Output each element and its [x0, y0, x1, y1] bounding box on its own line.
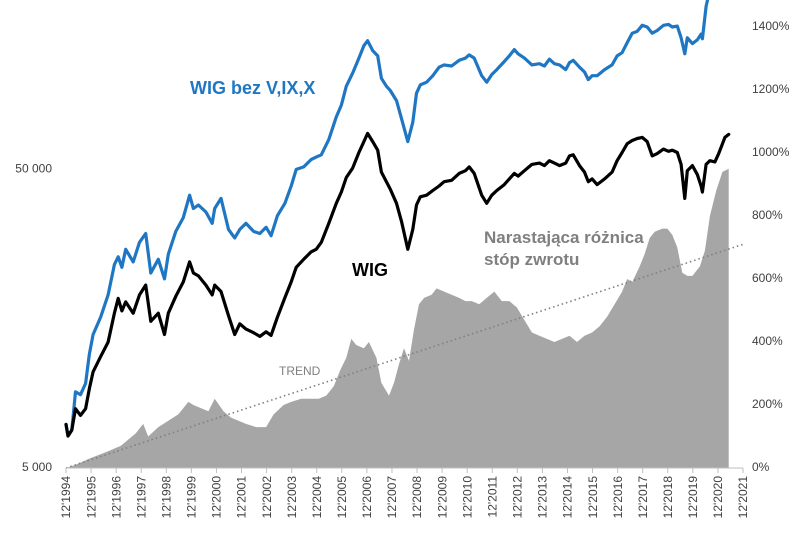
x-tick-label: 12'2008	[410, 476, 424, 519]
x-tick-label: 12'2019	[686, 476, 700, 519]
annotation-wig: WIG	[352, 260, 388, 280]
x-tick-label: 12'2016	[611, 476, 625, 519]
series-trend-line	[65, 243, 744, 469]
x-tick-label: 12'1994	[59, 476, 73, 519]
x-tick-label: 12'2015	[586, 476, 600, 519]
x-tick-label: 12'1996	[109, 476, 123, 519]
x-tick-label: 12'2017	[636, 476, 650, 519]
x-tick-label: 12'1999	[185, 476, 199, 519]
trend-line-layer	[65, 243, 744, 469]
right-axis-tick-label: 400%	[752, 334, 783, 348]
difference-area-layer	[66, 168, 729, 469]
x-tick-label: 12'2005	[335, 476, 349, 519]
right-axis-tick-label: 200%	[752, 397, 783, 411]
x-tick-label: 12'2003	[285, 476, 299, 519]
annotations-layer: WIG bez V,IX,X WIG Narastająca różnica s…	[190, 78, 644, 378]
x-tick-label: 12'2002	[260, 476, 274, 519]
annotation-wig-bez: WIG bez V,IX,X	[190, 78, 315, 98]
x-tick-label: 12'2006	[360, 476, 374, 519]
left-axis-tick-label: 5 000	[22, 460, 52, 474]
annotation-diff-line-1: Narastająca różnica	[484, 228, 644, 247]
right-axis-tick-label: 800%	[752, 208, 783, 222]
right-axis-tick-label: 0%	[752, 460, 770, 474]
x-tick-label: 12'1998	[159, 476, 173, 519]
x-tick-label: 12'2000	[210, 476, 224, 519]
right-axis-tick-label: 1000%	[752, 145, 790, 159]
axes-layer: 12'1994 12'1995 12'1996 12'1997 12'1998 12'19…	[15, 19, 789, 518]
annotation-trend: TREND	[279, 364, 321, 378]
x-tick-label: 12'2011	[485, 476, 499, 518]
right-axis-tick-label: 1400%	[752, 19, 790, 33]
right-axis-tick-label: 1200%	[752, 82, 790, 96]
x-tick-label: 12'2004	[310, 476, 324, 519]
x-tick-label: 12'2001	[235, 476, 249, 519]
x-tick-label: 12'2020	[711, 476, 725, 519]
index-lines-layer	[64, 0, 731, 438]
x-tick-label: 12'2018	[661, 476, 675, 519]
x-tick-label: 12'1995	[84, 476, 98, 519]
series-wig-bez-v-ix-x-line	[64, 0, 710, 438]
x-tick-label: 12'2021	[736, 476, 750, 519]
x-tick-label: 12'2010	[460, 476, 474, 519]
series-wig-line	[64, 131, 731, 438]
series-narastajaca-roznica-stop-zwrotu-area	[66, 168, 729, 469]
annotation-diff-line-2: stóp zwrotu	[484, 250, 579, 269]
x-tick-label: 12'2012	[510, 476, 524, 519]
left-axis-tick-label: 50 000	[15, 162, 52, 176]
x-tick-label: 12'2007	[385, 476, 399, 519]
x-tick-label: 12'2013	[536, 476, 550, 519]
x-tick-label: 12'2014	[561, 476, 575, 519]
x-tick-label: 12'2009	[435, 476, 449, 519]
right-axis-tick-label: 600%	[752, 271, 783, 285]
x-tick-label: 12'1997	[134, 476, 148, 519]
